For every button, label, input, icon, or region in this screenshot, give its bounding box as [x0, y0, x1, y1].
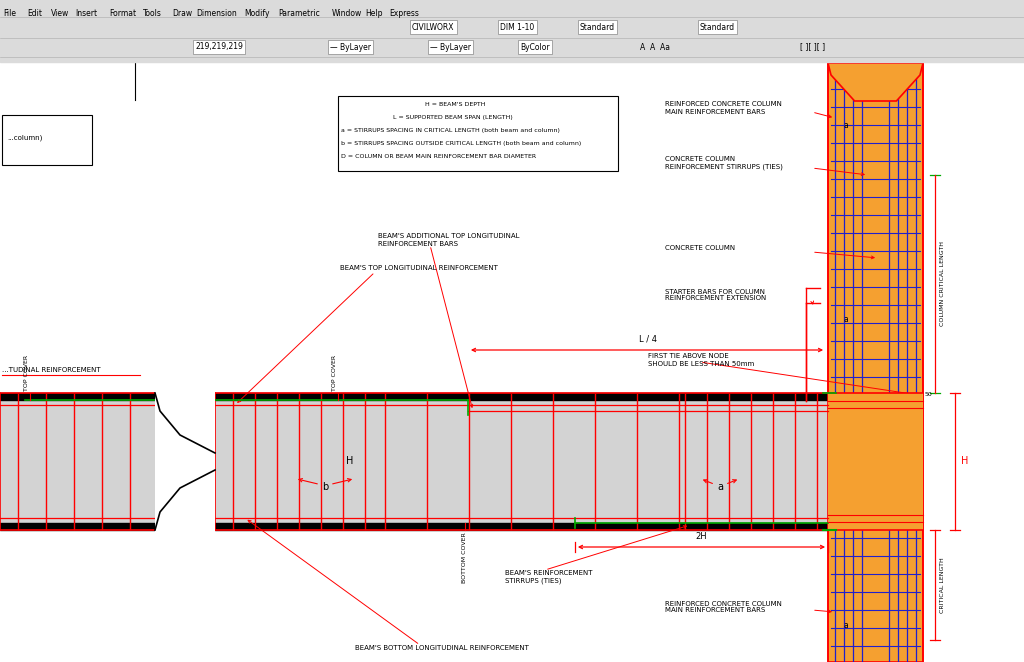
Text: D = COLUMN OR BEAM MAIN REINFORCEMENT BAR DIAMETER: D = COLUMN OR BEAM MAIN REINFORCEMENT BA… [341, 154, 537, 159]
Text: BEAM'S REINFORCEMENT
STIRRUPS (TIES): BEAM'S REINFORCEMENT STIRRUPS (TIES) [505, 570, 593, 584]
Text: H = BEAM'S DEPTH: H = BEAM'S DEPTH [341, 102, 485, 107]
Text: ...TUDINAL REINFORCEMENT: ...TUDINAL REINFORCEMENT [2, 367, 100, 373]
Text: H: H [961, 457, 969, 467]
Text: CONCRETE COLUMN
REINFORCEMENT STIRRUPS (TIES): CONCRETE COLUMN REINFORCEMENT STIRRUPS (… [665, 156, 783, 169]
Text: BOTTOM COVER: BOTTOM COVER [463, 532, 468, 583]
Text: ...column): ...column) [7, 135, 42, 141]
Text: CRITICAL LENGTH: CRITICAL LENGTH [940, 557, 945, 613]
Text: — ByLayer: — ByLayer [330, 42, 371, 52]
Text: Parametric: Parametric [279, 9, 321, 18]
Text: Dimension: Dimension [197, 9, 238, 18]
Bar [0, 393, 155, 530]
Text: Edit: Edit [28, 9, 42, 18]
Text: Insert: Insert [76, 9, 97, 18]
Polygon shape [160, 393, 210, 530]
Text: A  A  Aa: A A Aa [640, 42, 670, 52]
Bar [828, 63, 923, 662]
Text: H: H [346, 457, 353, 467]
Text: STARTER BARS FOR COLUMN
REINFORCEMENT EXTENSION: STARTER BARS FOR COLUMN REINFORCEMENT EX… [665, 289, 766, 301]
Text: BEAM'S ADDITIONAL TOP LONGITUDINAL
REINFORCEMENT BARS: BEAM'S ADDITIONAL TOP LONGITUDINAL REINF… [378, 234, 519, 246]
Text: View: View [51, 9, 70, 18]
Text: Standard: Standard [580, 23, 615, 32]
Polygon shape [828, 63, 923, 101]
Text: ByColor: ByColor [520, 42, 550, 52]
Text: Tools: Tools [143, 9, 162, 18]
Text: REINFORCED CONCRETE COLUMN
MAIN REINFORCEMENT BARS: REINFORCED CONCRETE COLUMN MAIN REINFORC… [665, 101, 782, 115]
Text: Modify: Modify [245, 9, 270, 18]
Text: a: a [844, 316, 848, 324]
Text: L / 4: L / 4 [639, 335, 657, 344]
Text: TOP COVER: TOP COVER [25, 355, 30, 391]
Text: a: a [717, 481, 723, 491]
Bar [338, 96, 618, 171]
Text: a: a [844, 120, 848, 130]
Text: Standard: Standard [700, 23, 735, 32]
Text: Format: Format [110, 9, 136, 18]
Polygon shape [155, 391, 215, 532]
Text: COLUMN CRITICAL LENGTH: COLUMN CRITICAL LENGTH [940, 242, 945, 326]
Text: a = STIRRUPS SPACING IN CRITICAL LENGTH (both beam and column): a = STIRRUPS SPACING IN CRITICAL LENGTH … [341, 128, 560, 133]
Text: CONCRETE COLUMN: CONCRETE COLUMN [665, 245, 735, 251]
Text: CIVILWORX: CIVILWORX [412, 23, 455, 32]
Text: FIRST TIE ABOVE NODE
SHOULD BE LESS THAN 50mm: FIRST TIE ABOVE NODE SHOULD BE LESS THAN… [648, 354, 755, 367]
Text: 219,219,219: 219,219,219 [195, 42, 243, 52]
Text: REINFORCED CONCRETE COLUMN
MAIN REINFORCEMENT BARS: REINFORCED CONCRETE COLUMN MAIN REINFORC… [665, 600, 782, 614]
Bar [0, 0, 1024, 62]
Bar [215, 393, 828, 530]
Text: L = SUPPORTED BEAM SPAN (LENGTH): L = SUPPORTED BEAM SPAN (LENGTH) [341, 115, 513, 120]
Text: BEAM'S BOTTOM LONGITUDINAL REINFORCEMENT: BEAM'S BOTTOM LONGITUDINAL REINFORCEMENT [355, 645, 528, 651]
Text: b: b [322, 481, 328, 491]
Text: File: File [3, 9, 16, 18]
Text: 50: 50 [925, 392, 933, 397]
Text: Help: Help [366, 9, 383, 18]
Text: Draw: Draw [172, 9, 193, 18]
Text: a: a [844, 620, 848, 630]
Text: [ ][ ][ ]: [ ][ ][ ] [800, 42, 825, 52]
Bar [2, 115, 92, 165]
Text: Express: Express [389, 9, 419, 18]
Text: DIM 1-10: DIM 1-10 [500, 23, 535, 32]
Text: Window: Window [332, 9, 361, 18]
Text: TOP COVER: TOP COVER [333, 355, 338, 391]
Text: — ByLayer: — ByLayer [430, 42, 471, 52]
Text: BEAM'S TOP LONGITUDINAL REINFORCEMENT: BEAM'S TOP LONGITUDINAL REINFORCEMENT [340, 265, 498, 271]
Bar [828, 393, 923, 530]
Text: b = STIRRUPS SPACING OUTSIDE CRITICAL LENGTH (both beam and column): b = STIRRUPS SPACING OUTSIDE CRITICAL LE… [341, 141, 582, 146]
Text: 2H: 2H [695, 532, 708, 541]
